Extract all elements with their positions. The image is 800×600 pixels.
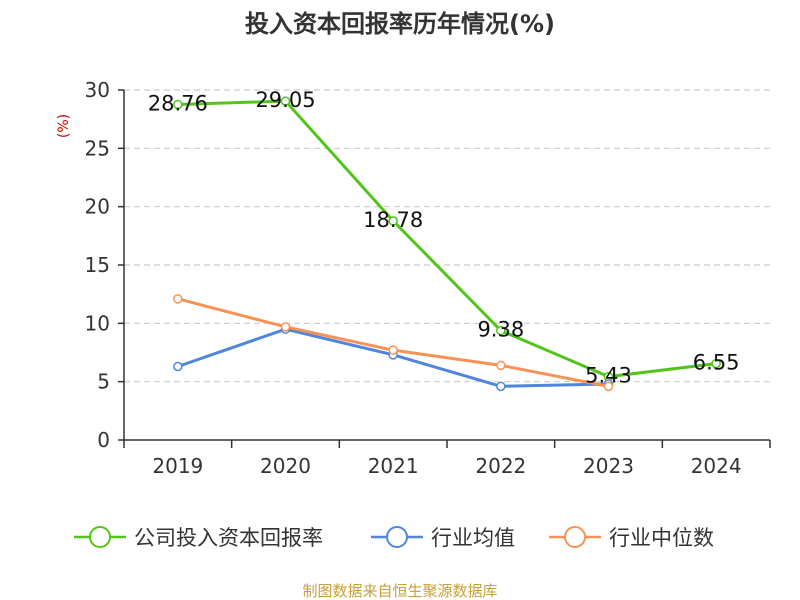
data-point bbox=[280, 322, 291, 332]
legend-item-1[interactable]: 行业均值 bbox=[371, 526, 515, 550]
source-note: 制图数据来自恒生聚源数据库 bbox=[302, 582, 497, 600]
x-tick-label: 2023 bbox=[583, 454, 634, 478]
legend-item-2[interactable]: 行业中位数 bbox=[549, 526, 714, 550]
y-tick-label: 15 bbox=[85, 253, 110, 277]
y-tick-label: 10 bbox=[85, 311, 110, 335]
series-line-0 bbox=[177, 99, 717, 379]
legend-label: 行业中位数 bbox=[609, 526, 714, 550]
legend[interactable]: 公司投入资本回报率 行业均值 行业中位数 bbox=[74, 526, 714, 550]
y-tick-label: 20 bbox=[85, 195, 110, 219]
data-point bbox=[173, 361, 183, 372]
axes: 0 5 10 15 20 25 30 2019 2020 2021 2022 2023 2024 bbox=[85, 78, 771, 478]
grid-lines bbox=[124, 89, 770, 383]
y-tick-label: 30 bbox=[85, 78, 110, 102]
y-tick-label: 25 bbox=[85, 136, 110, 160]
chart-title: 投入资本回报率历年情况(%) bbox=[245, 10, 555, 38]
x-tick-label: 2024 bbox=[691, 454, 742, 478]
data-point bbox=[603, 381, 614, 392]
legend-label: 行业均值 bbox=[431, 526, 515, 550]
legend-marker bbox=[386, 526, 408, 548]
data-label: 18.78 bbox=[363, 208, 423, 232]
data-label: 28.76 bbox=[148, 91, 208, 115]
legend-marker bbox=[89, 526, 111, 548]
x-tick-label: 2020 bbox=[260, 454, 311, 478]
x-tick-label: 2019 bbox=[152, 454, 203, 478]
data-point bbox=[388, 216, 398, 226]
legend-label: 公司投入资本回报率 bbox=[134, 526, 323, 550]
data-point bbox=[280, 96, 291, 106]
y-axis-label: (%) bbox=[56, 114, 72, 138]
legend-item-0[interactable]: 公司投入资本回报率 bbox=[74, 526, 323, 550]
data-labels: 28.76 29.05 18.78 9.38 5.43 6.55 bbox=[148, 88, 740, 388]
legend-marker bbox=[564, 526, 586, 548]
data-label: 29.05 bbox=[255, 88, 315, 112]
y-tick-label: 5 bbox=[97, 370, 110, 394]
series-lines bbox=[173, 96, 721, 392]
data-point bbox=[388, 345, 398, 355]
data-point bbox=[173, 99, 183, 110]
x-tick-label: 2022 bbox=[475, 454, 526, 478]
data-point bbox=[173, 294, 183, 304]
x-tick-label: 2021 bbox=[368, 454, 419, 478]
data-label: 9.38 bbox=[477, 318, 524, 342]
data-point bbox=[496, 325, 506, 336]
data-label: 5.43 bbox=[585, 364, 632, 388]
data-label: 6.55 bbox=[693, 351, 740, 375]
data-point bbox=[496, 381, 506, 392]
data-point bbox=[711, 358, 721, 369]
y-tick-label: 0 bbox=[97, 428, 110, 452]
data-point bbox=[496, 360, 506, 371]
